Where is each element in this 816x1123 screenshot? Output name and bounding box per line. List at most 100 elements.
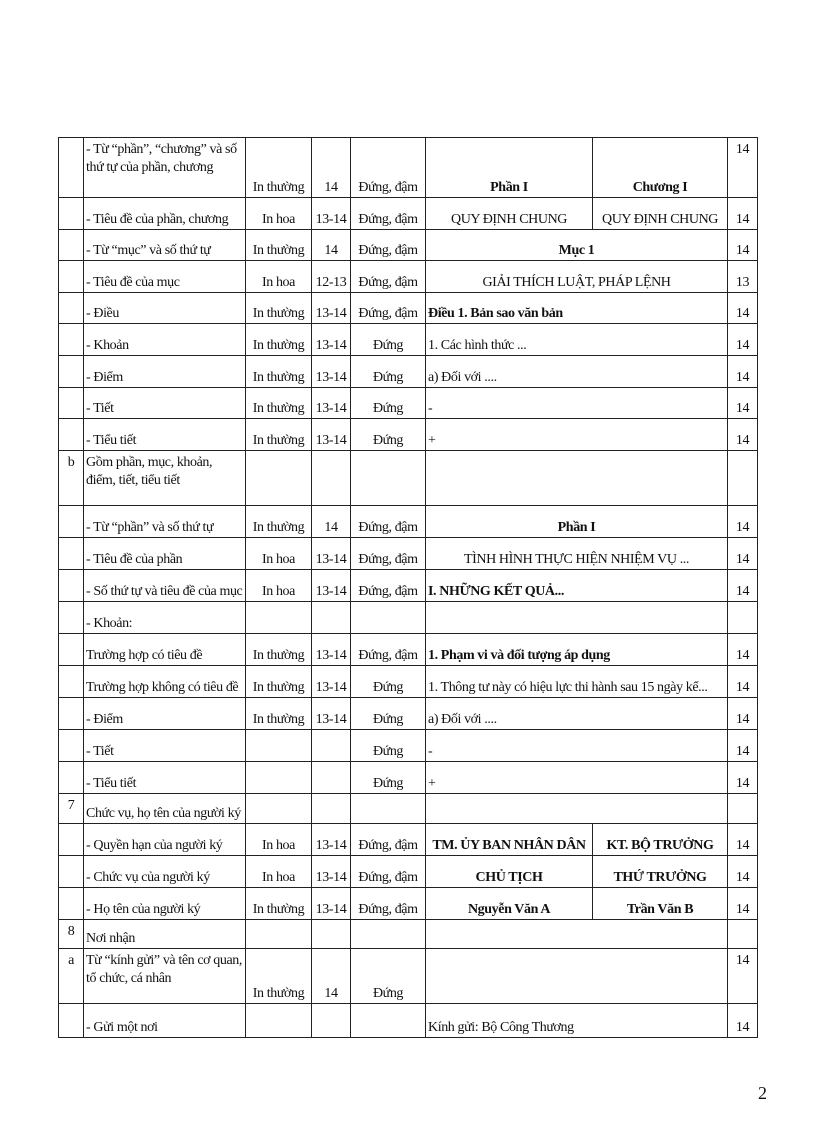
table-row: - Chức vụ của người ký In hoa 13-14 Đứng, đ… [58,855,758,888]
example-size: 14 [727,229,758,261]
item-label-text: - Tiêu đề của phần, chương [86,212,229,227]
font-style-text: In thường [252,648,305,663]
example-right: THỨ TRƯỞNG [592,855,728,888]
example: + [425,418,728,451]
font-size: 14 [311,137,351,198]
font-style: In thường [245,887,312,920]
example-left: Phần I [425,137,593,198]
font-size [311,450,351,506]
font-style: In thường [245,948,312,1004]
example-size-text: 14 [735,870,750,885]
font-style: In thường [245,633,312,666]
font-size: 13-14 [311,633,351,666]
item-label: - Chức vụ của người ký [83,855,246,888]
item-label: - Từ “phần” và số thứ tự [83,505,246,538]
example-size [727,601,758,634]
font-style: In hoa [245,569,312,602]
item-number: a [58,948,84,1004]
font-size: 13-14 [311,855,351,888]
font-size-text: 13-14 [315,680,347,695]
example-text: - [428,401,433,416]
example-size [727,793,758,824]
item-label-text: Trường hợp có tiêu đề [86,648,203,663]
font-type-text: Đứng, đậm [358,212,418,227]
example-size-text: 14 [735,744,750,759]
font-size: 12-13 [311,260,351,293]
example-size: 14 [727,855,758,888]
font-type: Đứng, đậm [350,537,426,570]
font-type [350,793,426,824]
font-type: Đứng [350,323,426,356]
item-label: - Khoản: [83,601,246,634]
example-size: 14 [727,729,758,762]
font-style: In thường [245,697,312,730]
item-number [58,569,84,602]
item-label: - Tiết [83,387,246,419]
font-style: In hoa [245,260,312,293]
font-type-text: Đứng, đậm [358,243,418,258]
font-size [311,729,351,762]
example-right: Trần Văn B [592,887,728,920]
table-row: - Từ “phần” và số thứ tự In thường 14 Đứng,… [58,505,758,538]
font-size: 13-14 [311,697,351,730]
example-size-text: 14 [735,552,750,567]
font-size: 13-14 [311,665,351,698]
example-right: QUY ĐỊNH CHUNG [592,197,728,230]
example-text: + [428,433,436,448]
font-style: In thường [245,292,312,324]
item-number [58,418,84,451]
example-size-text: 13 [735,275,750,290]
font-style-text: In thường [252,370,305,385]
example-size-text: 14 [735,370,750,385]
example-text: a) Đối với .... [428,712,497,727]
font-type-text: Đứng [372,776,404,791]
font-style-text: In thường [252,520,305,535]
item-label-text: - Từ “phần” và số thứ tự [86,520,214,535]
font-style [245,450,312,506]
font-type-text: Đứng [372,680,404,695]
item-label: Gồm phần, mục, khoản, điểm, tiết, tiểu t… [83,450,246,506]
item-label: Từ “kính gửi” và tên cơ quan, tổ chức, c… [83,948,246,1004]
example-size-text: 14 [735,433,750,448]
item-label-text: - Tiêu đề của phần [86,552,183,567]
table-row: Trường hợp không có tiêu đề In thường 13-1… [58,665,758,698]
font-style: In hoa [245,537,312,570]
item-number [58,537,84,570]
example-left: TM. ỦY BAN NHÂN DÂN [425,823,593,856]
font-style-text: In hoa [262,552,295,567]
example-right-text: Trần Văn B [626,902,694,917]
font-size [311,1003,351,1038]
font-type-text: Đứng [372,401,404,416]
font-size-text: 13-14 [315,433,347,448]
example [425,948,728,1004]
font-type: Đứng, đậm [350,887,426,920]
font-size: 13-14 [311,197,351,230]
font-type-text: Đứng, đậm [358,838,418,853]
font-style-text: In thường [252,338,305,353]
font-type: Đứng [350,729,426,762]
font-style-text: In hoa [262,584,295,599]
item-number [58,761,84,794]
font-type [350,450,426,506]
example [425,450,728,506]
font-size: 13-14 [311,387,351,419]
example: a) Đối với .... [425,355,728,388]
item-label-text: - Tiểu tiết [86,776,137,791]
item-label-text: - Số thứ tự và tiêu đề của mục [86,584,243,599]
example: 1. Các hình thức ... [425,323,728,356]
font-type-text: Đứng, đậm [358,902,418,917]
example-text: Kính gửi: Bộ Công Thương [428,1020,574,1035]
item-number: b [58,450,84,506]
table-row: Trường hợp có tiêu đề In thường 13-14 Đứng,… [58,633,758,666]
font-style-text: In thường [252,306,305,321]
table-row: - Điểm In thường 13-14 Đứng a) Đối với .... 1… [58,355,758,388]
font-size [311,793,351,824]
table-row: - Khoản: [58,601,758,634]
table-row: 8 Nơi nhận [58,919,758,949]
item-label: - Tiết [83,729,246,762]
example-left: CHỦ TỊCH [425,855,593,888]
example-size-text: 14 [735,243,750,258]
font-style: In thường [245,418,312,451]
example-size-text: 14 [735,401,750,416]
item-label: - Tiêu đề của mục [83,260,246,293]
